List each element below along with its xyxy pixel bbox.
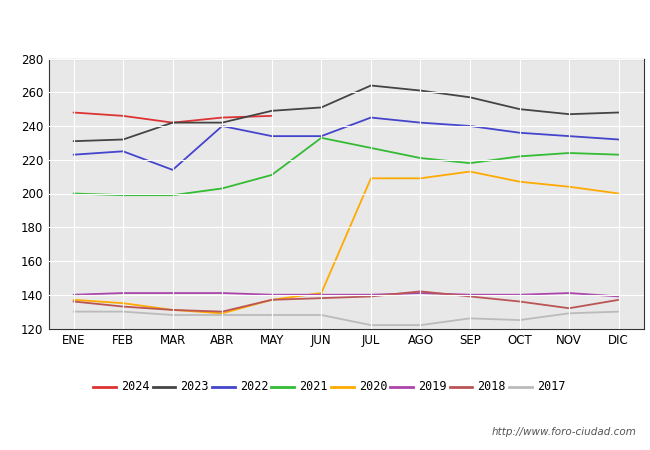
Text: 2019: 2019: [418, 381, 447, 393]
Text: 2023: 2023: [181, 381, 209, 393]
Text: 2020: 2020: [359, 381, 387, 393]
Text: 2024: 2024: [121, 381, 150, 393]
Text: Afiliados en Garrigàs a 31/5/2024: Afiliados en Garrigàs a 31/5/2024: [151, 14, 499, 36]
Text: 2022: 2022: [240, 381, 268, 393]
Text: 2021: 2021: [299, 381, 328, 393]
Text: 2017: 2017: [537, 381, 566, 393]
Text: http://www.foro-ciudad.com: http://www.foro-ciudad.com: [492, 427, 637, 437]
Text: 2018: 2018: [478, 381, 506, 393]
